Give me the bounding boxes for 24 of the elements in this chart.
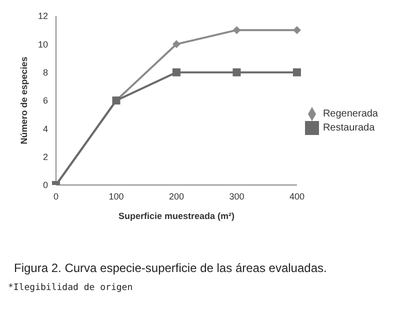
x-axis-title: Superficie muestreada (m²) <box>118 211 234 221</box>
point <box>172 68 180 76</box>
x-tick-label: 400 <box>289 191 304 202</box>
point <box>172 40 180 48</box>
y-tick-label: 12 <box>38 11 48 22</box>
text: Figura 2. Curva especie-superficie de las áreas evaluadas. <box>13 261 328 275</box>
legend-label: Restaurada <box>322 122 375 134</box>
point <box>232 26 241 34</box>
text: *Ilegibilidad de origen <box>8 283 134 293</box>
y-tick-label: 6 <box>42 96 48 106</box>
x-tick-label: 300 <box>229 191 244 202</box>
point <box>232 68 241 76</box>
y-axis-title: Número de especies <box>19 56 30 144</box>
x-tick-label: 200 <box>168 191 184 202</box>
x-tick-label: 100 <box>108 191 124 202</box>
x-tick-label: 0 <box>53 191 59 202</box>
y-tick-label: 10 <box>38 39 48 50</box>
y-tick-label: 4 <box>42 124 48 134</box>
legend-label: Regenerada <box>322 108 378 120</box>
y-tick-label: 2 <box>42 152 48 162</box>
point <box>292 26 301 34</box>
y-tick-label: 0 <box>42 180 48 190</box>
y-tick-label: 8 <box>42 68 48 78</box>
point <box>292 68 301 76</box>
